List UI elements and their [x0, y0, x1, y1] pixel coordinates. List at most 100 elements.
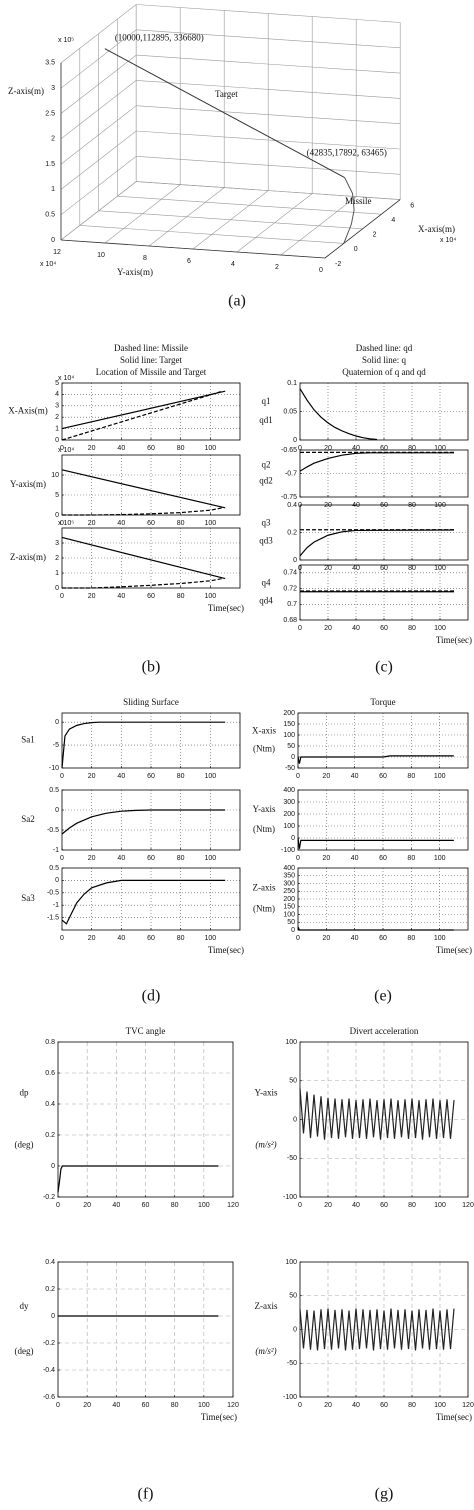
y-tick-label: -0.2	[43, 1194, 55, 1201]
x-tick-label: 120	[227, 1202, 239, 1209]
axis-exponent: x 10⁴	[40, 261, 56, 268]
x-tick-label: 80	[177, 935, 185, 942]
grid-line	[104, 184, 181, 244]
data-line	[57, 1165, 219, 1193]
x-tick-label: 120	[227, 1402, 239, 1409]
y-tick-label: 250	[283, 888, 295, 895]
column-title: Dashed line: qd	[356, 343, 413, 353]
x-tick-label: 20	[324, 1402, 332, 1409]
y-tick-label: -100	[283, 1194, 297, 1201]
plot-frame	[299, 1261, 469, 1398]
x-tick-label: 100	[204, 520, 216, 527]
y-tick-label: 0	[55, 807, 59, 814]
plot-frame	[297, 789, 469, 851]
y-tick-label: 0.5	[49, 787, 59, 794]
x-tick-label: 100	[434, 773, 446, 780]
annotation: (42835,17892, 63465)	[307, 148, 387, 158]
y-tick-label: -100	[283, 1394, 297, 1401]
y-tick-label: 0.05	[283, 408, 297, 415]
y-tick-label: 100	[285, 1039, 297, 1046]
y-axis-label: (deg)	[15, 1139, 34, 1149]
grid-line	[136, 156, 401, 175]
y-tick-label: 2	[55, 555, 59, 562]
caption: (b)	[142, 659, 161, 676]
plot-frame	[297, 712, 469, 769]
x-tick-label: 0	[298, 445, 302, 452]
x-tick-label: 80	[177, 593, 185, 600]
x-tick-label: 40	[117, 520, 125, 527]
y-tick-label: 0	[291, 927, 295, 934]
y-tick-label: -1	[53, 902, 59, 909]
x-tick-label: 0	[60, 445, 64, 452]
y-tick-label: 8	[143, 255, 147, 262]
x-tick-label: 0	[296, 935, 300, 942]
x-tick-label: 40	[112, 1202, 120, 1209]
axis-exponent: x 10⁵	[58, 37, 74, 44]
x-tick-label: 0	[60, 935, 64, 942]
x-tick-label: 0	[60, 593, 64, 600]
x-tick-label: 40	[117, 855, 125, 862]
y-axis-label: dp	[20, 1088, 30, 1098]
x-tick-label: 60	[147, 855, 155, 862]
y-axis-label: qd3	[259, 536, 273, 546]
x-axis-label: Time(sec)	[436, 945, 472, 955]
y-tick-label: 200	[283, 710, 295, 717]
y-tick-label: 50	[289, 1293, 297, 1300]
y-tick-label: -0.5	[47, 890, 59, 897]
data-line	[299, 529, 455, 557]
y-tick-label: 0	[291, 835, 295, 842]
x-tick-label: 40	[351, 855, 359, 862]
z-tick-label: 2	[51, 136, 55, 143]
y-tick-label: 0	[55, 512, 59, 519]
x-tick-label: 120	[462, 1202, 474, 1209]
x-tick-label: 80	[177, 773, 185, 780]
y-axis-label: Z-axis	[255, 1301, 278, 1311]
y-tick-label: -1.5	[47, 914, 59, 921]
y-tick-label: 0.2	[45, 1132, 55, 1139]
axis-exponent: x 10⁵	[58, 520, 74, 527]
x-tick-label: 80	[408, 445, 416, 452]
y-axis-label: q4	[262, 577, 272, 587]
y-tick-label: 0	[293, 437, 297, 444]
y-tick-label: 0	[55, 585, 59, 592]
column-title: Location of Missile and Target	[96, 367, 207, 377]
y-axis-label: (Ntm)	[253, 744, 275, 754]
y-tick-label: 0.5	[49, 865, 59, 872]
y-tick-label: -50	[287, 1155, 297, 1162]
y-tick-label: -0.5	[47, 827, 59, 834]
axis-label: Y-axis(m)	[117, 267, 153, 277]
y-tick-label: -0.6	[43, 1394, 55, 1401]
caption: (c)	[375, 659, 393, 676]
grid-line	[136, 105, 401, 124]
grid-line	[136, 4, 401, 23]
x-tick-label: 0	[298, 1402, 302, 1409]
grid-line	[136, 80, 401, 99]
x-tick-label: -2	[335, 261, 341, 268]
caption: (d)	[142, 988, 161, 1005]
axis-exponent: x 10⁴	[58, 447, 74, 454]
y-axis-label: Z-axis(m)	[10, 552, 46, 562]
x-tick-label: 0	[60, 855, 64, 862]
x-tick-label: 0	[298, 625, 302, 632]
x-tick-label: 60	[380, 445, 388, 452]
y-tick-label: 6	[187, 258, 191, 265]
y-tick-label: 50	[287, 919, 295, 926]
y-axis-label: q1	[262, 396, 271, 406]
axis-line	[324, 199, 401, 259]
grid-line	[60, 29, 137, 89]
y-tick-label: -0.7	[285, 470, 297, 477]
grid-line	[60, 156, 137, 215]
y-tick-label: 150	[283, 904, 295, 911]
grid-line	[136, 130, 401, 150]
x-tick-label: 60	[379, 935, 387, 942]
y-axis-label: Y-axis	[255, 1088, 278, 1098]
grid-line	[136, 181, 401, 200]
y-tick-label: 12	[53, 249, 61, 256]
x-tick-label: 20	[88, 593, 96, 600]
x-tick-label: 100	[204, 593, 216, 600]
plot-frame	[299, 564, 469, 621]
column-title: Torque	[370, 697, 395, 707]
x-tick-label: 100	[204, 855, 216, 862]
x-axis-label: Time(sec)	[201, 1412, 237, 1422]
plot-frame	[299, 504, 469, 561]
